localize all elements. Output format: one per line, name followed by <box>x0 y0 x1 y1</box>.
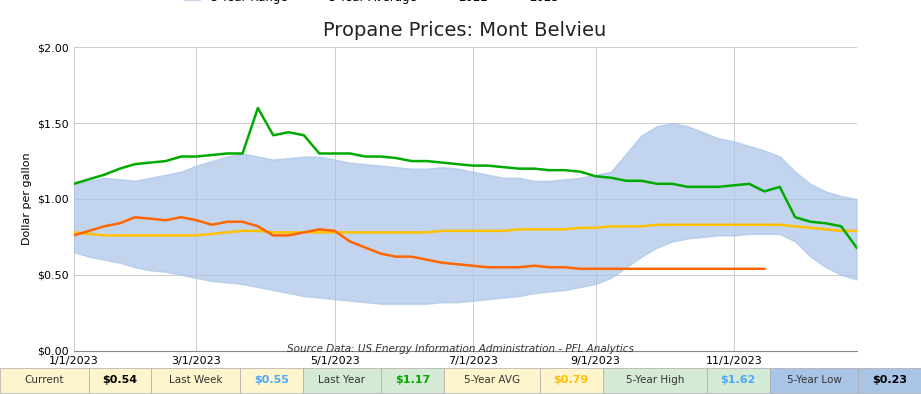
FancyBboxPatch shape <box>151 368 240 392</box>
5-Year Average <box>651 223 662 227</box>
2023 <box>437 260 448 265</box>
2023 <box>636 266 647 271</box>
FancyBboxPatch shape <box>303 368 381 392</box>
5-Year Average <box>68 230 79 235</box>
2023 <box>667 266 678 271</box>
Text: $1.62: $1.62 <box>720 375 756 385</box>
2023 <box>452 262 463 267</box>
2023 <box>375 251 386 256</box>
2023 <box>298 230 309 235</box>
2023 <box>713 266 724 271</box>
FancyBboxPatch shape <box>88 368 151 392</box>
FancyBboxPatch shape <box>602 368 707 392</box>
Text: Last Week: Last Week <box>169 375 223 385</box>
FancyBboxPatch shape <box>540 368 602 392</box>
2023 <box>651 266 662 271</box>
5-Year Average <box>99 233 110 238</box>
2023 <box>483 265 494 269</box>
2023 <box>360 245 371 250</box>
Text: $0.23: $0.23 <box>872 375 907 385</box>
Title: Propane Prices: Mont Belvieu: Propane Prices: Mont Belvieu <box>323 21 607 40</box>
2023 <box>206 223 217 227</box>
5-Year Average <box>590 225 601 230</box>
Text: 5-Year Low: 5-Year Low <box>787 375 842 385</box>
2023 <box>314 227 325 232</box>
2023 <box>529 264 540 268</box>
Text: Current: Current <box>25 375 64 385</box>
2023 <box>99 224 110 229</box>
2022 <box>805 219 816 224</box>
2023 <box>160 218 171 223</box>
Text: Last Year: Last Year <box>319 375 366 385</box>
2022 <box>252 106 263 110</box>
2023 <box>544 265 555 269</box>
Legend: 5-Year Range, 5-Year Average, 2022, 2023: 5-Year Range, 5-Year Average, 2022, 2023 <box>179 0 564 9</box>
Text: $1.17: $1.17 <box>395 375 430 385</box>
2023 <box>68 233 79 238</box>
2023 <box>252 224 263 229</box>
2023 <box>575 266 586 271</box>
2022 <box>68 182 79 186</box>
2023 <box>114 221 125 226</box>
5-Year Average <box>498 229 509 233</box>
FancyBboxPatch shape <box>707 368 770 392</box>
5-Year Average <box>452 229 463 233</box>
Text: $0.54: $0.54 <box>102 375 137 385</box>
2023 <box>682 266 694 271</box>
2023 <box>283 233 294 238</box>
2022 <box>851 245 862 250</box>
2022 <box>559 168 570 173</box>
2023 <box>222 219 233 224</box>
5-Year Average <box>145 233 156 238</box>
2023 <box>145 216 156 221</box>
2023 <box>729 266 740 271</box>
2023 <box>406 254 417 259</box>
2023 <box>329 229 340 233</box>
FancyBboxPatch shape <box>0 368 88 392</box>
2023 <box>421 257 432 262</box>
2023 <box>191 218 202 223</box>
FancyBboxPatch shape <box>770 368 858 392</box>
2023 <box>498 265 509 269</box>
Text: $0.79: $0.79 <box>554 375 589 385</box>
Text: 5-Year AVG: 5-Year AVG <box>464 375 519 385</box>
2023 <box>743 266 754 271</box>
Text: 5-Year High: 5-Year High <box>625 375 684 385</box>
2023 <box>84 229 95 233</box>
FancyBboxPatch shape <box>858 368 921 392</box>
FancyBboxPatch shape <box>444 368 540 392</box>
2023 <box>759 266 770 271</box>
FancyBboxPatch shape <box>381 368 444 392</box>
2023 <box>176 215 187 219</box>
FancyBboxPatch shape <box>240 368 303 392</box>
Line: 2023: 2023 <box>74 217 764 269</box>
2022 <box>590 174 601 178</box>
5-Year Average <box>559 227 570 232</box>
2023 <box>344 239 356 244</box>
2023 <box>467 264 478 268</box>
2023 <box>268 233 279 238</box>
2023 <box>513 265 524 269</box>
Y-axis label: Dollar per gallon: Dollar per gallon <box>21 153 31 245</box>
2023 <box>391 254 402 259</box>
2023 <box>130 215 141 219</box>
2023 <box>590 266 601 271</box>
2022 <box>130 162 141 167</box>
Line: 2022: 2022 <box>74 108 857 247</box>
Text: Source Data: US Energy Information Administration - PFL Analytics: Source Data: US Energy Information Admin… <box>287 344 634 354</box>
2023 <box>697 266 708 271</box>
2022 <box>360 154 371 159</box>
5-Year Average <box>851 229 862 233</box>
2023 <box>237 219 248 224</box>
5-Year Average <box>360 230 371 235</box>
2023 <box>621 266 632 271</box>
2023 <box>559 265 570 269</box>
Text: $0.55: $0.55 <box>254 375 289 385</box>
2023 <box>605 266 616 271</box>
Line: 5-Year Average: 5-Year Average <box>74 225 857 235</box>
2022 <box>452 162 463 167</box>
